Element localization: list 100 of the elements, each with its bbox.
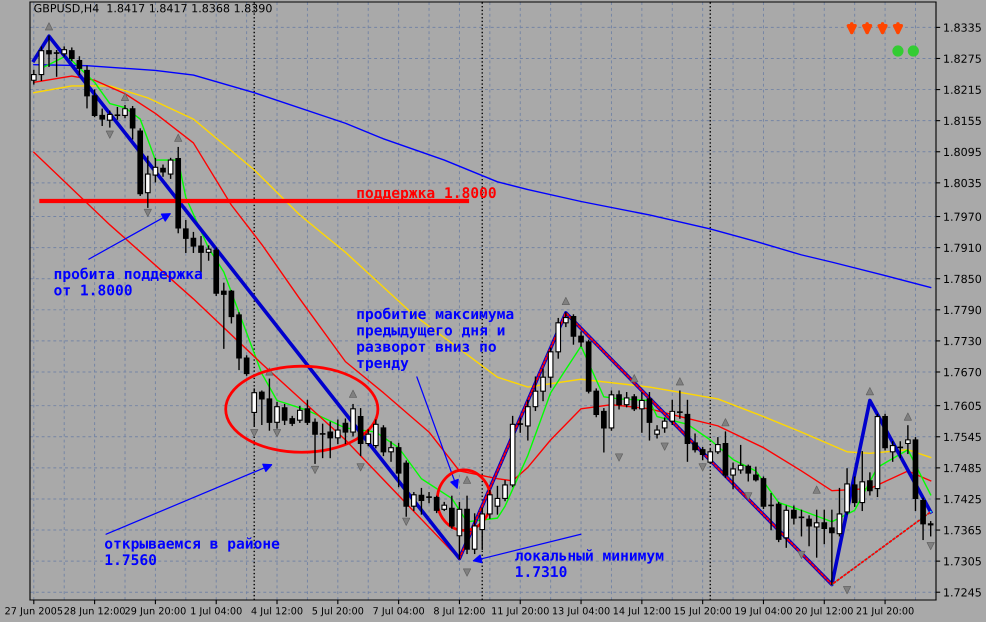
point — [676, 377, 684, 386]
candlestick — [897, 441, 904, 458]
candlestick — [563, 312, 569, 328]
y-tick-label: 1.8095 — [944, 148, 981, 156]
candlestick — [662, 417, 668, 433]
candlestick — [296, 406, 303, 423]
y-tick-label: 1.8275 — [944, 54, 981, 63]
candlestick — [46, 36, 52, 67]
annotation: открываемся в районе 1.7560 — [104, 537, 280, 566]
y-tick-label: 1.8035 — [944, 178, 981, 188]
candlestick — [152, 158, 158, 183]
candlestick — [38, 46, 44, 81]
x-tick-label: 7 Jul 04:00 — [373, 606, 424, 616]
point — [562, 296, 570, 306]
y-tick-label: 1.7365 — [944, 526, 981, 534]
y-tick-label: 1.7850 — [944, 274, 982, 284]
point — [797, 550, 806, 559]
candlestick — [206, 245, 212, 261]
point — [866, 387, 874, 396]
point — [660, 442, 669, 451]
point — [812, 486, 821, 494]
y-tick-label: 1.8335 — [944, 23, 981, 32]
x-tick-label: 1 Jul 04:00 — [191, 606, 242, 616]
candlestick — [411, 492, 417, 512]
candlestick — [327, 422, 334, 458]
candlestick — [928, 521, 934, 536]
y-tick-label: 1.7545 — [944, 432, 981, 442]
candlestick — [669, 400, 676, 426]
point — [349, 390, 358, 398]
point — [311, 466, 320, 474]
y-tick-label: 1.7605 — [944, 402, 981, 410]
candlestick — [68, 47, 75, 62]
candlestick — [334, 419, 341, 444]
candlestick — [852, 476, 858, 507]
candlestick — [859, 451, 866, 512]
point — [698, 463, 707, 472]
candlestick — [517, 417, 524, 433]
point — [106, 130, 114, 139]
point — [615, 453, 624, 462]
point — [44, 22, 54, 30]
x-tick-label: 13 Jul 04:00 — [552, 606, 610, 616]
point — [744, 492, 752, 500]
candlestick — [738, 444, 744, 474]
candlestick — [525, 400, 531, 441]
annotation: поддержка 1.8000 — [357, 187, 496, 201]
candlestick — [258, 390, 265, 426]
x-tick-label: 28 Jun 12:00 — [64, 607, 125, 616]
candlestick — [160, 164, 166, 177]
candlestick — [821, 510, 828, 544]
point — [463, 568, 472, 577]
candlestick — [168, 158, 174, 179]
candlestick — [434, 496, 440, 514]
chart-title: GBPUSD,H4 1.8417 1.8417 1.8368 1.8390 — [34, 4, 272, 14]
candlestick — [700, 446, 706, 460]
y-tick-label: 1.7425 — [944, 494, 981, 504]
candlestick — [624, 392, 630, 408]
candlestick — [487, 490, 493, 519]
point — [843, 586, 852, 594]
candlestick — [449, 496, 455, 529]
candlestick — [220, 282, 227, 349]
y-tick-label: 1.7790 — [944, 306, 982, 314]
candlestick — [639, 392, 645, 433]
point — [630, 374, 638, 382]
candlestick — [905, 425, 911, 454]
candlestick — [106, 110, 113, 128]
y-tick-label: 1.7670 — [944, 368, 982, 376]
candlestick — [836, 488, 842, 536]
candlestick — [890, 441, 896, 462]
x-tick-label: 5 Jul 20:00 — [312, 606, 364, 616]
candlestick — [791, 506, 797, 525]
point — [250, 429, 258, 438]
candlestick — [745, 464, 752, 482]
point — [904, 412, 912, 421]
point — [144, 208, 152, 217]
x-tick-label: 20 Jul 12:00 — [796, 606, 853, 616]
candlestick — [814, 510, 820, 558]
x-tick-label: 8 Jul 12:00 — [434, 606, 485, 616]
candlestick — [244, 355, 250, 376]
x-tick-label: 14 Jul 12:00 — [614, 606, 670, 616]
candlestick — [182, 220, 189, 253]
candlestick — [677, 390, 683, 419]
candlestick — [920, 498, 926, 540]
candlestick — [654, 425, 660, 438]
candlestick — [867, 472, 873, 496]
y-tick-label: 1.7305 — [944, 557, 981, 566]
candlestick — [114, 107, 120, 120]
point — [356, 463, 365, 472]
candlestick — [76, 56, 82, 76]
y-tick-label: 1.8215 — [944, 86, 981, 94]
candlestick — [601, 408, 607, 452]
point — [463, 476, 472, 484]
x-tick-label: 27 Jun 2005 — [5, 607, 62, 616]
candlestick — [320, 424, 326, 458]
candlestick — [753, 466, 759, 482]
candlestick — [593, 388, 600, 418]
candlestick — [99, 108, 106, 126]
candlestick — [372, 419, 379, 448]
point — [926, 542, 935, 550]
point — [174, 134, 182, 142]
candlestick — [282, 404, 288, 426]
